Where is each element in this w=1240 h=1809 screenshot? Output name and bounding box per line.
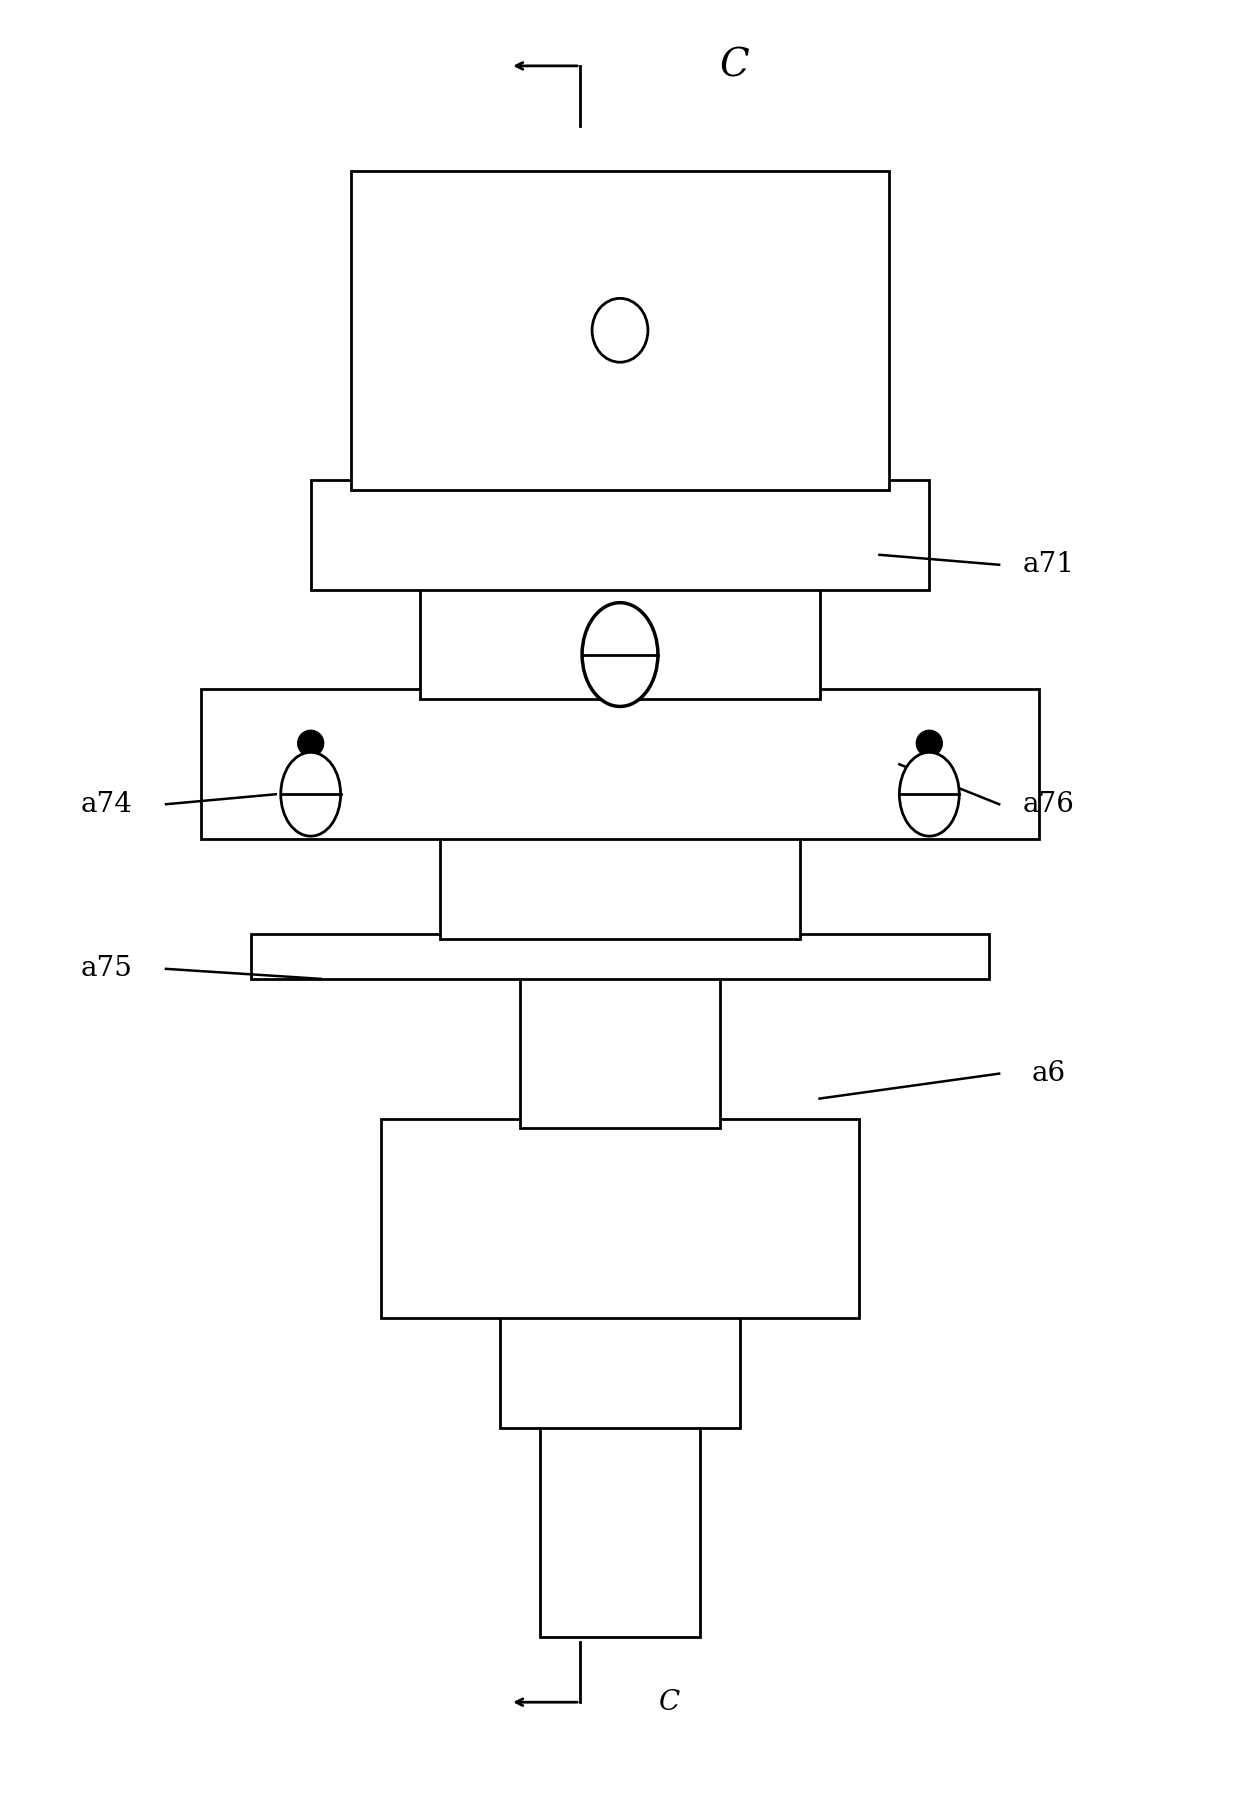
Ellipse shape xyxy=(280,753,341,836)
Text: a71: a71 xyxy=(1023,552,1075,579)
Ellipse shape xyxy=(591,298,649,362)
Text: a76: a76 xyxy=(1023,791,1075,818)
Ellipse shape xyxy=(899,753,960,836)
Bar xyxy=(521,970,719,1129)
Ellipse shape xyxy=(298,731,324,756)
Ellipse shape xyxy=(916,731,942,756)
Text: C: C xyxy=(720,47,750,85)
Bar xyxy=(381,1118,859,1319)
Text: a75: a75 xyxy=(81,955,133,982)
Bar xyxy=(541,1418,699,1637)
Bar xyxy=(201,689,1039,839)
Bar xyxy=(250,933,990,979)
Text: a74: a74 xyxy=(81,791,133,818)
Bar xyxy=(420,579,820,700)
Text: a6: a6 xyxy=(1032,1060,1066,1087)
Bar xyxy=(440,829,800,939)
Bar xyxy=(351,170,889,490)
Bar xyxy=(500,1308,740,1427)
Text: C: C xyxy=(660,1690,681,1715)
Bar xyxy=(311,479,929,590)
Ellipse shape xyxy=(582,602,658,707)
